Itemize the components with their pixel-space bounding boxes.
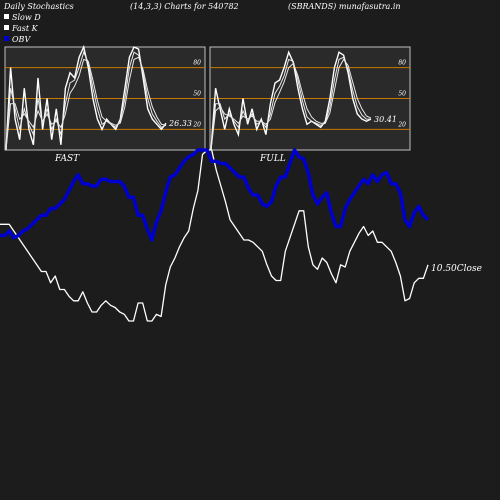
- legend-label-obv: OBV: [12, 35, 31, 44]
- full-series-line-3: [210, 58, 372, 151]
- legend-swatch-slow-d: [4, 14, 9, 19]
- full-series-line-2: [210, 56, 371, 151]
- header-middle: (14,3,3) Charts for 540782: [130, 2, 239, 11]
- full-last-value: 30.41: [374, 115, 397, 124]
- legend: Slow D Fast K OBV: [4, 13, 41, 44]
- close-value-label: 10.50Close: [431, 264, 482, 274]
- header-right: (SBRANDS) munafasutra.in: [288, 2, 401, 11]
- legend-swatch-obv: [4, 36, 9, 41]
- legend-swatch-fast-k: [4, 25, 9, 30]
- legend-label-slow-d: Slow D: [12, 13, 41, 22]
- fast-tick-label: 20: [192, 121, 201, 128]
- fast-panel-label: FAST: [54, 154, 80, 164]
- obv-line: [0, 148, 430, 242]
- fast-tick-label: 50: [193, 91, 201, 98]
- close-value: 10.50: [431, 264, 457, 274]
- full-tick-label: 20: [397, 121, 406, 128]
- legend-label-fast-k: Fast K: [11, 24, 39, 33]
- fast-last-value: 26.33: [168, 119, 192, 128]
- price-obv-plot: 10.50Close: [0, 148, 482, 322]
- full-tick-label: 50: [398, 91, 406, 98]
- full-tick-label: 80: [398, 60, 406, 67]
- fast-series-line-3: [5, 56, 167, 151]
- header-left: Daily Stochastics: [3, 2, 74, 11]
- fast-tick-label: 80: [193, 60, 201, 67]
- close-suffix: Close: [457, 264, 482, 274]
- full-panel-label: FULL: [259, 154, 286, 164]
